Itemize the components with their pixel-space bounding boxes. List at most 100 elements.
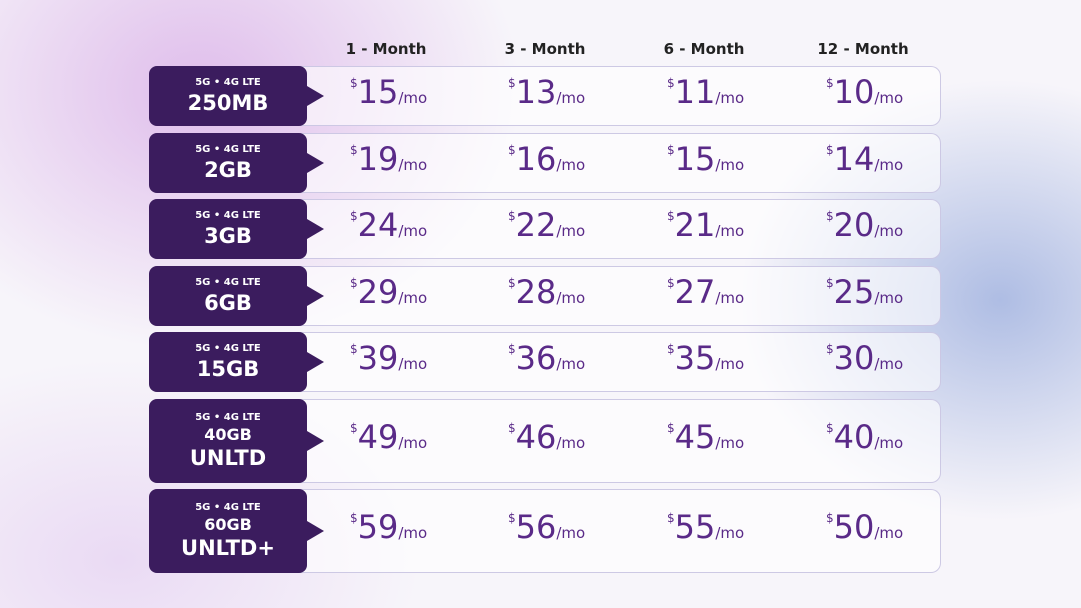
plan-name: 40GB	[204, 424, 252, 444]
price: $40/mo	[826, 419, 903, 455]
currency: $	[826, 511, 834, 525]
price-value: 46	[515, 417, 557, 456]
price-unit: /mo	[715, 433, 745, 452]
currency: $	[667, 342, 675, 356]
network-label: 5G • 4G LTE	[195, 210, 261, 221]
price: $30/mo	[826, 340, 903, 376]
currency: $	[508, 511, 516, 525]
price: $16/mo	[508, 141, 585, 177]
price-unit: /mo	[398, 433, 428, 452]
currency: $	[667, 76, 675, 90]
plan-label: 5G • 4G LTE 40GB UNLTD	[149, 398, 324, 483]
currency: $	[667, 275, 675, 290]
price-value: 36	[515, 339, 557, 377]
price-value: 15	[357, 73, 399, 111]
price-unit: /mo	[556, 433, 586, 452]
plan-name: 250MB	[187, 91, 269, 115]
price-unit: /mo	[715, 155, 745, 174]
network-label: 5G • 4G LTE	[195, 77, 261, 88]
price: $56/mo	[508, 509, 585, 545]
price-value: 50	[833, 508, 875, 546]
price-value: 40	[833, 417, 875, 456]
currency: $	[508, 209, 516, 223]
price: $28/mo	[508, 274, 585, 310]
price: $50/mo	[826, 509, 903, 545]
price: $19/mo	[350, 141, 427, 177]
price-unit: /mo	[874, 288, 904, 307]
currency: $	[350, 511, 358, 525]
price-unit: /mo	[874, 433, 904, 452]
currency: $	[350, 342, 358, 356]
network-label: 5G • 4G LTE	[195, 502, 261, 513]
column-header: 3 - Month	[504, 40, 586, 58]
price-unit: /mo	[556, 524, 586, 542]
price: $36/mo	[508, 340, 585, 376]
price-unit: /mo	[398, 288, 428, 307]
price: $21/mo	[667, 207, 744, 243]
price-value: 20	[833, 206, 875, 244]
price-value: 55	[674, 508, 716, 546]
price-unit: /mo	[874, 89, 904, 107]
currency: $	[350, 275, 358, 290]
price: $15/mo	[350, 74, 427, 110]
plan-label: 5G • 4G LTE 60GB UNLTD+	[149, 489, 324, 573]
price-unit: /mo	[398, 222, 428, 240]
price: $49/mo	[350, 419, 427, 455]
price: $14/mo	[826, 141, 903, 177]
price-value: 27	[674, 272, 716, 311]
network-label: 5G • 4G LTE	[195, 276, 261, 288]
plan-label: 5G • 4G LTE 15GB	[149, 332, 324, 392]
currency: $	[826, 76, 834, 90]
currency: $	[508, 342, 516, 356]
network-label: 5G • 4G LTE	[195, 411, 261, 423]
price-value: 16	[515, 139, 557, 178]
price-unit: /mo	[556, 288, 586, 307]
price: $11/mo	[667, 74, 744, 110]
price-value: 22	[515, 206, 557, 244]
price: $20/mo	[826, 207, 903, 243]
plan-name: 2GB	[204, 157, 252, 182]
currency: $	[350, 142, 358, 157]
price-unit: /mo	[715, 89, 745, 107]
plan-label: 5G • 4G LTE 2GB	[149, 132, 324, 193]
price-unit: /mo	[874, 155, 904, 174]
plan-name: 60GB	[204, 515, 252, 534]
plan-name: 15GB	[196, 357, 260, 381]
currency: $	[508, 76, 516, 90]
currency: $	[667, 209, 675, 223]
price-unit: /mo	[715, 524, 745, 542]
price-unit: /mo	[715, 355, 745, 373]
currency: $	[350, 420, 358, 435]
currency: $	[667, 420, 675, 435]
currency: $	[826, 420, 834, 435]
network-label: 5G • 4G LTE	[195, 143, 261, 155]
column-header: 12 - Month	[817, 40, 909, 58]
currency: $	[826, 142, 834, 157]
price-value: 24	[357, 206, 399, 244]
price-value: 59	[357, 508, 399, 546]
price-value: 10	[833, 73, 875, 111]
price-value: 19	[357, 139, 399, 178]
price-unit: /mo	[556, 222, 586, 240]
currency: $	[667, 511, 675, 525]
price-unit: /mo	[874, 222, 904, 240]
price-value: 49	[357, 417, 399, 456]
price-value: 25	[833, 272, 875, 311]
currency: $	[350, 76, 358, 90]
currency: $	[508, 420, 516, 435]
column-header: 1 - Month	[345, 40, 427, 58]
plan-label: 5G • 4G LTE 250MB	[149, 66, 324, 126]
price-value: 56	[515, 508, 557, 546]
price-value: 29	[357, 272, 399, 311]
network-label: 5G • 4G LTE	[195, 343, 261, 354]
price-value: 15	[674, 139, 716, 178]
currency: $	[826, 275, 834, 290]
currency: $	[667, 142, 675, 157]
price: $15/mo	[667, 141, 744, 177]
plan-name: UNLTD+	[181, 536, 275, 560]
price: $22/mo	[508, 207, 585, 243]
price-value: 30	[833, 339, 875, 377]
price-unit: /mo	[874, 355, 904, 373]
price: $59/mo	[350, 509, 427, 545]
